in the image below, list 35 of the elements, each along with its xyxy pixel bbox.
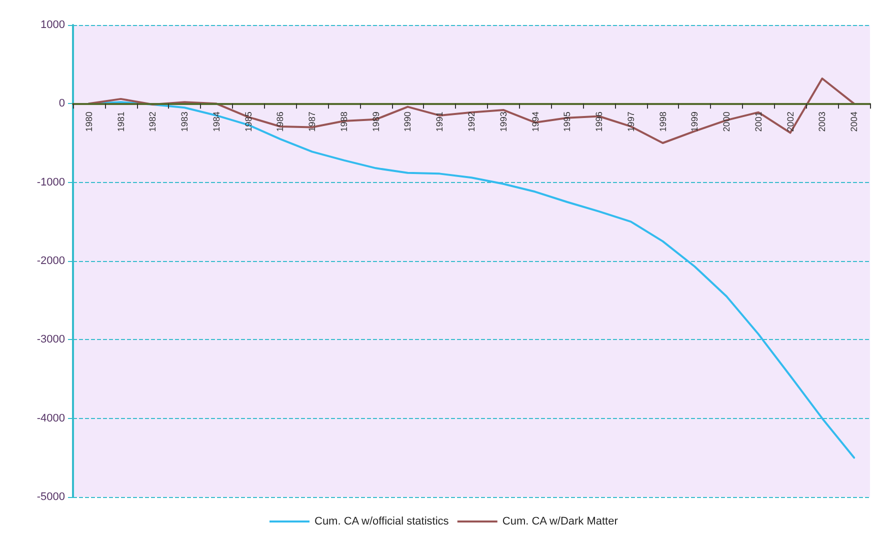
y-tick-label: -1000 bbox=[36, 176, 65, 188]
x-tick-label: 2002 bbox=[785, 112, 796, 132]
x-tick-label: 1983 bbox=[180, 112, 190, 132]
y-tick-label: -2000 bbox=[36, 255, 65, 267]
x-tick-label: 1994 bbox=[530, 112, 540, 132]
x-tick-label: 1993 bbox=[498, 112, 508, 132]
x-tick-label: 1989 bbox=[370, 112, 381, 132]
line-series bbox=[88, 77, 856, 144]
legend-label: Cum. CA w/Dark Matter bbox=[502, 516, 618, 528]
x-tick-label: 1987 bbox=[307, 112, 318, 132]
x-tick-label: 1980 bbox=[84, 112, 94, 132]
x-tick-label: 1999 bbox=[690, 112, 700, 132]
x-tick-label: 2003 bbox=[817, 112, 828, 132]
y-tick-label: -3000 bbox=[36, 334, 65, 346]
x-tick-label: 1988 bbox=[338, 112, 349, 132]
x-tick-label: 1984 bbox=[211, 112, 222, 132]
y-tick-label: 0 bbox=[58, 98, 65, 110]
x-tick-label: 1985 bbox=[243, 112, 254, 132]
x-tick-label: 1996 bbox=[594, 112, 604, 132]
x-tick-label: 1997 bbox=[626, 112, 636, 132]
x-tick-label: 1998 bbox=[658, 112, 668, 132]
x-tick-label: 2001 bbox=[753, 112, 764, 132]
x-tick-label: 1991 bbox=[434, 112, 445, 132]
x-tick-label: 1990 bbox=[402, 112, 413, 132]
y-tick-label: -4000 bbox=[36, 412, 65, 424]
x-tick-label: 1986 bbox=[275, 112, 286, 132]
x-tick-label: 1982 bbox=[148, 112, 158, 132]
x-tick-label: 1992 bbox=[466, 112, 476, 132]
legend-label: Cum. CA w/official statistics bbox=[314, 516, 450, 528]
x-tick-label: 1995 bbox=[562, 112, 572, 132]
x-tick-label: 2000 bbox=[722, 112, 732, 132]
x-tick-label: 2004 bbox=[849, 112, 860, 132]
y-tick-label: 1000 bbox=[40, 19, 65, 31]
x-tick-label: 1981 bbox=[116, 112, 126, 132]
y-tick-label: -5000 bbox=[36, 491, 65, 503]
